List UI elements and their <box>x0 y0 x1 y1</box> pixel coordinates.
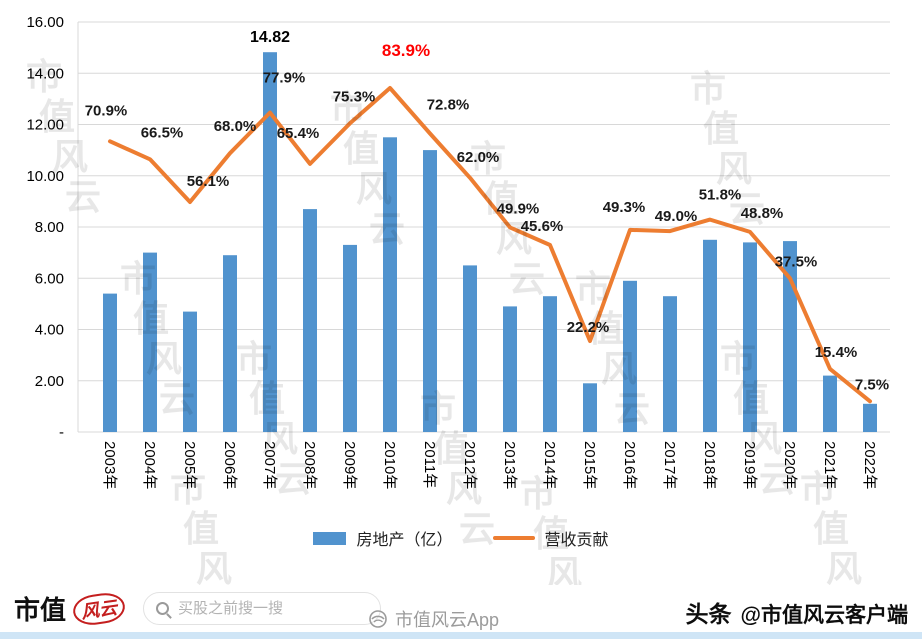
bar <box>343 244 357 432</box>
bar <box>383 137 397 433</box>
x-axis-tick-label: 2004年 <box>141 441 158 489</box>
x-axis-tick-label: 2009年 <box>341 441 358 489</box>
x-axis-tick-label: 2022年 <box>861 441 878 489</box>
bottom-accent-strip <box>0 632 922 639</box>
line-point-label: 37.5% <box>775 253 818 270</box>
legend-item-line-series: 营收贡献 <box>492 526 609 550</box>
x-axis-tick-label: 2011年 <box>421 441 438 488</box>
bar <box>303 209 317 432</box>
x-axis-tick-label: 2008年 <box>301 441 318 489</box>
chart: 16.00 14.00 12.00 10.00 8.00 6.00 4.00 2.00 - 70.… <box>0 14 922 634</box>
x-axis-tick-label: 2021年 <box>821 441 838 489</box>
line-point-label: 70.9% <box>85 102 128 119</box>
line-point-label: 66.5% <box>141 124 184 141</box>
chart-legend: 房地产（亿） 营收贡献 <box>0 526 922 550</box>
logo-text-shizhi: 市值 <box>14 596 67 625</box>
line-point-label: 48.8% <box>741 205 784 222</box>
line-point-label: 49.9% <box>497 200 540 217</box>
search-input[interactable] <box>178 600 354 617</box>
line-point-label-max: 83.9% <box>382 41 430 60</box>
x-axis-tick-label: 2012年 <box>461 441 478 489</box>
bar <box>543 296 557 432</box>
line-point-label: 77.9% <box>263 70 306 87</box>
y-axis-tick-label: 10.00 <box>26 168 64 185</box>
line-point-label: 75.3% <box>333 88 376 105</box>
logo-seal-fengyun: 风云 <box>71 590 127 627</box>
line-series-label: 营收贡献 <box>544 532 609 549</box>
y-axis-tick-label: 16.00 <box>26 14 64 31</box>
chart-canvas: 16.00 14.00 12.00 10.00 8.00 6.00 4.00 2.00 - 70.… <box>26 14 890 489</box>
bar <box>663 296 677 432</box>
x-axis-tick-label: 2015年 <box>581 441 598 489</box>
bar <box>143 252 157 432</box>
bar-series-swatch <box>313 531 347 545</box>
byline-handle: @市值风云客户端 <box>740 604 908 627</box>
app-watermark: 市值风云App <box>368 606 499 632</box>
x-axis-tick-label: 2013年 <box>501 441 518 489</box>
fengyun-swirl-icon <box>369 610 387 628</box>
bar-value-label: 14.82 <box>250 29 290 46</box>
bar <box>463 265 477 432</box>
line-point-label: 72.8% <box>427 97 470 114</box>
y-axis-tick-label: 6.00 <box>35 270 64 287</box>
bar <box>823 375 837 432</box>
line-series <box>108 86 872 404</box>
bar <box>623 280 637 432</box>
bar <box>183 311 197 432</box>
line-point-label: 15.4% <box>815 344 858 361</box>
bar <box>103 293 117 432</box>
bar <box>583 383 597 432</box>
app-footer-bar: 市值 风云 <box>0 585 922 632</box>
app-watermark-text: 市值风云App <box>395 610 500 630</box>
y-axis-tick-label: 12.00 <box>26 117 64 134</box>
y-axis-tick-label: 2.00 <box>35 373 64 390</box>
x-axis-tick-label: 2003年 <box>101 441 118 489</box>
line-point-label: 22.2% <box>567 319 610 336</box>
x-axis-tick-label: 2020年 <box>781 441 798 489</box>
x-axis-tick-label: 2010年 <box>381 441 398 489</box>
line-point-label: 51.8% <box>699 187 742 204</box>
x-axis-tick-label: 2016年 <box>621 441 638 489</box>
line-point-label: 65.4% <box>277 125 320 142</box>
bar-series-label: 房地产（亿） <box>356 532 453 549</box>
byline: 头条 @市值风云客户端 <box>686 595 908 629</box>
x-axis-tick-label: 2019年 <box>741 441 758 489</box>
bar <box>503 306 517 432</box>
x-axis-tick-label: 2005年 <box>181 441 198 489</box>
search-icon <box>156 602 170 615</box>
legend-item-bar-series: 房地产（亿） <box>313 526 453 550</box>
y-axis-tick-label: 8.00 <box>35 219 64 236</box>
x-axis-tick-label: 2017年 <box>661 441 678 489</box>
line-point-label: 45.6% <box>521 218 564 235</box>
x-axis-tick-label: 2018年 <box>701 441 718 489</box>
y-axis-tick-label: 14.00 <box>26 65 64 82</box>
line-series-swatch <box>492 536 535 540</box>
line-point-label: 49.0% <box>655 208 698 225</box>
bar <box>863 403 877 432</box>
y-axis-tick-label: - <box>59 424 64 441</box>
byline-platform: 头条 <box>685 601 732 627</box>
x-axis-tick-label: 2014年 <box>541 441 558 489</box>
line-point-label: 49.3% <box>603 199 646 216</box>
bar <box>743 242 757 432</box>
line-point-label: 7.5% <box>855 376 889 393</box>
y-axis-tick-label: 4.00 <box>35 322 64 339</box>
bar <box>423 150 437 432</box>
search-box[interactable] <box>143 592 382 625</box>
shizhi-fengyun-logo: 市值 风云 <box>14 590 127 627</box>
x-axis-tick-label: 2007年 <box>261 441 278 489</box>
bar <box>703 239 717 432</box>
line-point-label: 68.0% <box>214 118 257 135</box>
bar <box>263 52 277 432</box>
line-point-label: 62.0% <box>457 149 500 166</box>
line-point-label: 56.1% <box>187 173 230 190</box>
x-axis-tick-label: 2006年 <box>221 441 238 489</box>
bar <box>223 255 237 432</box>
